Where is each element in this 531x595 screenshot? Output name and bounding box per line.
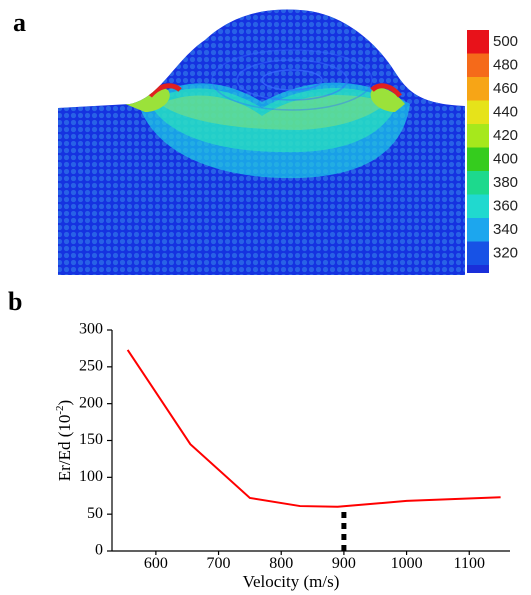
- colorbar-label: 480: [493, 56, 518, 73]
- y-tick-label: 100: [79, 468, 103, 485]
- x-axis-title: Velocity (m/s): [243, 572, 340, 591]
- colorbar-swatch: [467, 241, 489, 265]
- colorbar-swatch: [467, 124, 489, 148]
- colorbar-swatch: [467, 100, 489, 124]
- colorbar-label: 380: [493, 174, 518, 191]
- panel-a-letter: a: [13, 8, 26, 37]
- colorbar-swatch: [467, 194, 489, 218]
- x-tick-label: 1000: [391, 555, 423, 572]
- colorbar: 500 480 460 440 420 400 380 360 340 320: [467, 30, 518, 273]
- colorbar-swatch: [467, 171, 489, 195]
- right-jet: [370, 87, 405, 112]
- colorbar-label: 440: [493, 103, 518, 120]
- left-jet: [125, 87, 170, 112]
- colorbar-label: 400: [493, 150, 518, 167]
- stress-contour-figure: 500 480 460 440 420 400 380 360 340 320: [58, 9, 518, 275]
- panel-b-letter: b: [8, 287, 23, 316]
- colorbar-swatch: [467, 30, 489, 54]
- colorbar-label: 500: [493, 33, 518, 50]
- line-chart: 0 50 100 150 200 250 300 600 700 800 900 1000 1100 Ve…: [54, 321, 510, 591]
- y-tick-label: 150: [79, 431, 103, 448]
- colorbar-label: 340: [493, 221, 518, 238]
- colorbar-swatch: [467, 218, 489, 242]
- colorbar-bottom-swatch: [467, 265, 489, 273]
- x-tick-label: 600: [144, 555, 168, 572]
- colorbar-swatch: [467, 53, 489, 77]
- colorbar-label: 460: [493, 80, 518, 97]
- colorbar-label: 360: [493, 197, 518, 214]
- y-axis-title: Er/Ed (10-2): [54, 400, 74, 481]
- y-tick-label: 300: [79, 321, 103, 338]
- y-tick-label: 200: [79, 394, 103, 411]
- x-tick-label: 800: [269, 555, 293, 572]
- colorbar-label: 420: [493, 127, 518, 144]
- x-tick-label: 900: [332, 555, 356, 572]
- colorbar-label: 320: [493, 244, 518, 261]
- contour-shape: [58, 9, 465, 275]
- y-tick-label: 0: [95, 542, 103, 559]
- y-tick-label: 250: [79, 358, 103, 375]
- series-line: [126, 349, 501, 508]
- y-tick-label: 50: [87, 505, 103, 522]
- x-tick-label: 1100: [454, 555, 485, 572]
- colorbar-swatch: [467, 147, 489, 171]
- colorbar-swatch: [467, 77, 489, 101]
- x-tick-label: 700: [207, 555, 231, 572]
